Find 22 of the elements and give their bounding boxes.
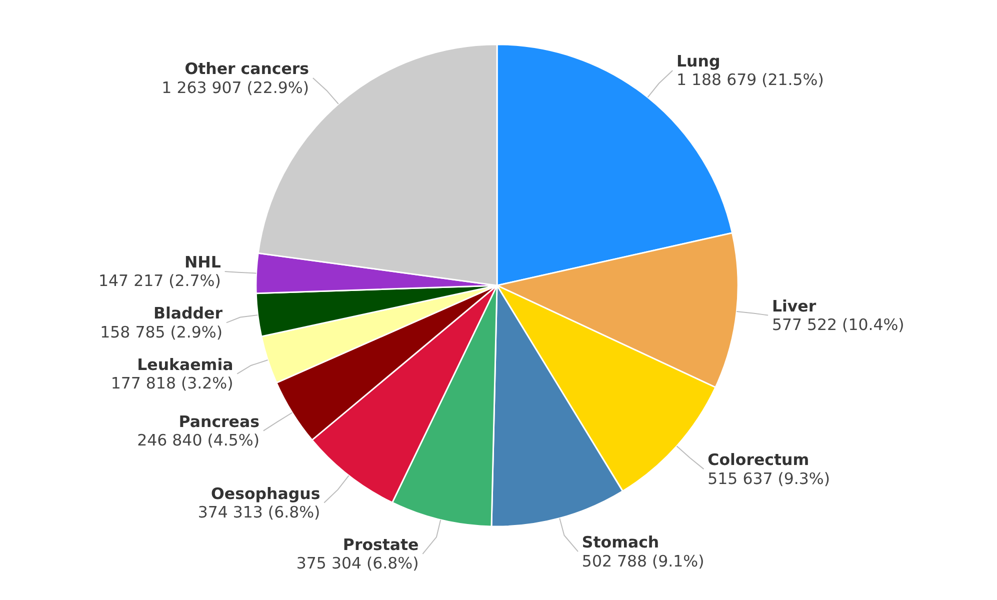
data-label: 147 217 (2.7%) xyxy=(98,271,221,290)
slice-label: Other cancers xyxy=(184,59,310,78)
data-label: 1 263 907 (22.9%) xyxy=(162,78,310,97)
slice-label: Lung xyxy=(676,52,720,71)
slice-label: Bladder xyxy=(154,304,223,323)
data-label: 515 637 (9.3%) xyxy=(708,468,830,488)
data-label: 375 304 (6.8%) xyxy=(296,554,419,573)
data-label: 246 840 (4.5%) xyxy=(137,430,260,450)
slice-label: Stomach xyxy=(582,532,660,552)
slice-label: NHL xyxy=(184,252,221,272)
slice-label: Prostate xyxy=(342,534,419,554)
data-label: 502 788 (9.1%) xyxy=(582,551,704,570)
slice-label: Liver xyxy=(772,296,816,316)
slice-label: Oesophagus xyxy=(211,484,320,503)
data-label: 577 522 (10.4%) xyxy=(772,314,904,334)
data-label: 374 313 (6.8%) xyxy=(198,502,320,522)
data-label: 177 818 (3.2%) xyxy=(110,374,234,393)
slice-label: Pancreas xyxy=(178,412,260,431)
slice-label: Leukaemia xyxy=(137,354,234,374)
data-label: 1 188 679 (21.5%) xyxy=(676,70,824,90)
slice-label: Colorectum xyxy=(708,450,810,470)
data-label: 158 785 (2.9%) xyxy=(100,322,222,342)
